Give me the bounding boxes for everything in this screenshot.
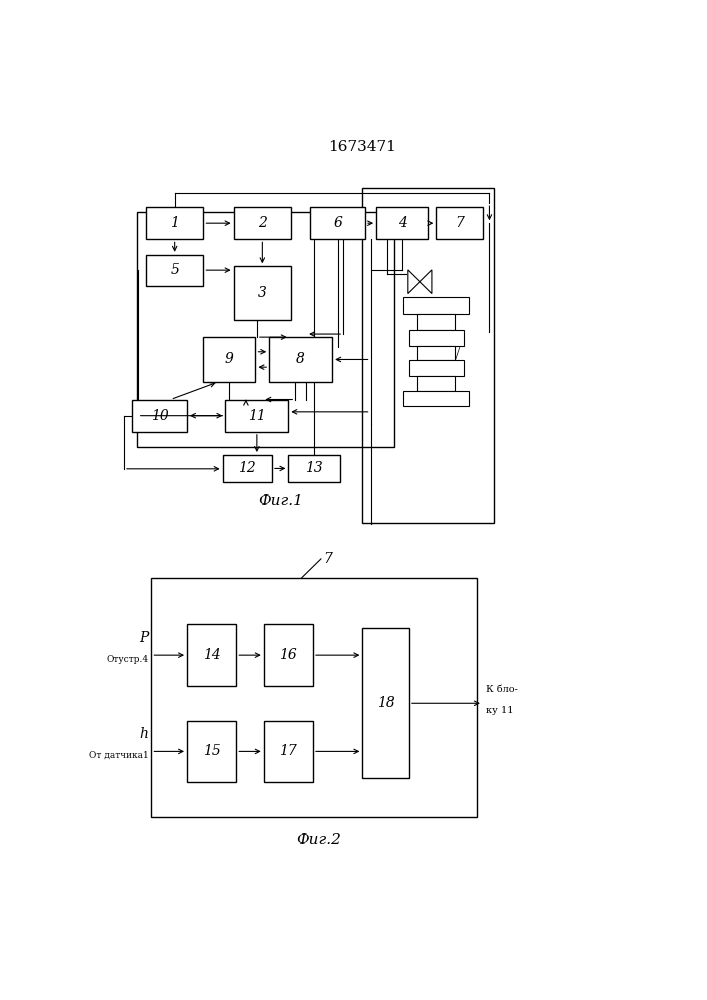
- Bar: [204, 337, 255, 382]
- Text: 15: 15: [203, 744, 221, 758]
- Text: Отустр.4: Отустр.4: [107, 654, 148, 664]
- Bar: [233, 207, 291, 239]
- Text: 18: 18: [377, 696, 395, 710]
- Bar: [310, 207, 365, 239]
- Text: 10: 10: [151, 409, 168, 423]
- Text: 7: 7: [455, 216, 464, 230]
- Text: h: h: [140, 727, 148, 741]
- Text: 16: 16: [279, 648, 297, 662]
- Bar: [151, 578, 477, 817]
- Bar: [409, 330, 464, 346]
- Text: 3: 3: [258, 286, 267, 300]
- Text: 1: 1: [170, 216, 179, 230]
- Bar: [226, 400, 288, 432]
- Text: От датчика1: От датчика1: [89, 751, 148, 760]
- Text: 8: 8: [296, 352, 305, 366]
- Bar: [264, 624, 313, 686]
- Bar: [233, 266, 291, 320]
- Bar: [264, 721, 313, 782]
- Bar: [288, 455, 341, 482]
- Text: 4: 4: [397, 216, 407, 230]
- Bar: [436, 207, 483, 239]
- Bar: [269, 337, 332, 382]
- Bar: [146, 255, 204, 286]
- Text: 1673471: 1673471: [328, 140, 397, 154]
- Text: 11: 11: [248, 409, 266, 423]
- Text: 2: 2: [258, 216, 267, 230]
- Bar: [146, 207, 204, 239]
- Text: 13: 13: [305, 461, 323, 475]
- Bar: [417, 314, 455, 330]
- Text: Фиг.1: Фиг.1: [258, 494, 303, 508]
- Text: Фиг.2: Фиг.2: [296, 833, 341, 847]
- Text: 6: 6: [333, 216, 342, 230]
- Text: ку 11: ку 11: [486, 706, 513, 715]
- Text: 14: 14: [203, 648, 221, 662]
- Bar: [223, 455, 272, 482]
- Text: 12: 12: [238, 461, 256, 475]
- Bar: [409, 360, 464, 376]
- Bar: [187, 721, 236, 782]
- Bar: [417, 346, 455, 360]
- Bar: [404, 297, 469, 314]
- Bar: [187, 624, 236, 686]
- Bar: [404, 391, 469, 406]
- Text: 7: 7: [324, 552, 332, 566]
- Bar: [132, 400, 187, 432]
- Text: P: P: [139, 631, 148, 645]
- Text: 5: 5: [170, 263, 179, 277]
- Bar: [417, 376, 455, 391]
- Text: 9: 9: [225, 352, 234, 366]
- Bar: [376, 207, 428, 239]
- Bar: [363, 188, 494, 523]
- Text: К бло-: К бло-: [486, 685, 518, 694]
- Bar: [363, 628, 409, 778]
- Bar: [136, 212, 394, 447]
- Text: 17: 17: [279, 744, 297, 758]
